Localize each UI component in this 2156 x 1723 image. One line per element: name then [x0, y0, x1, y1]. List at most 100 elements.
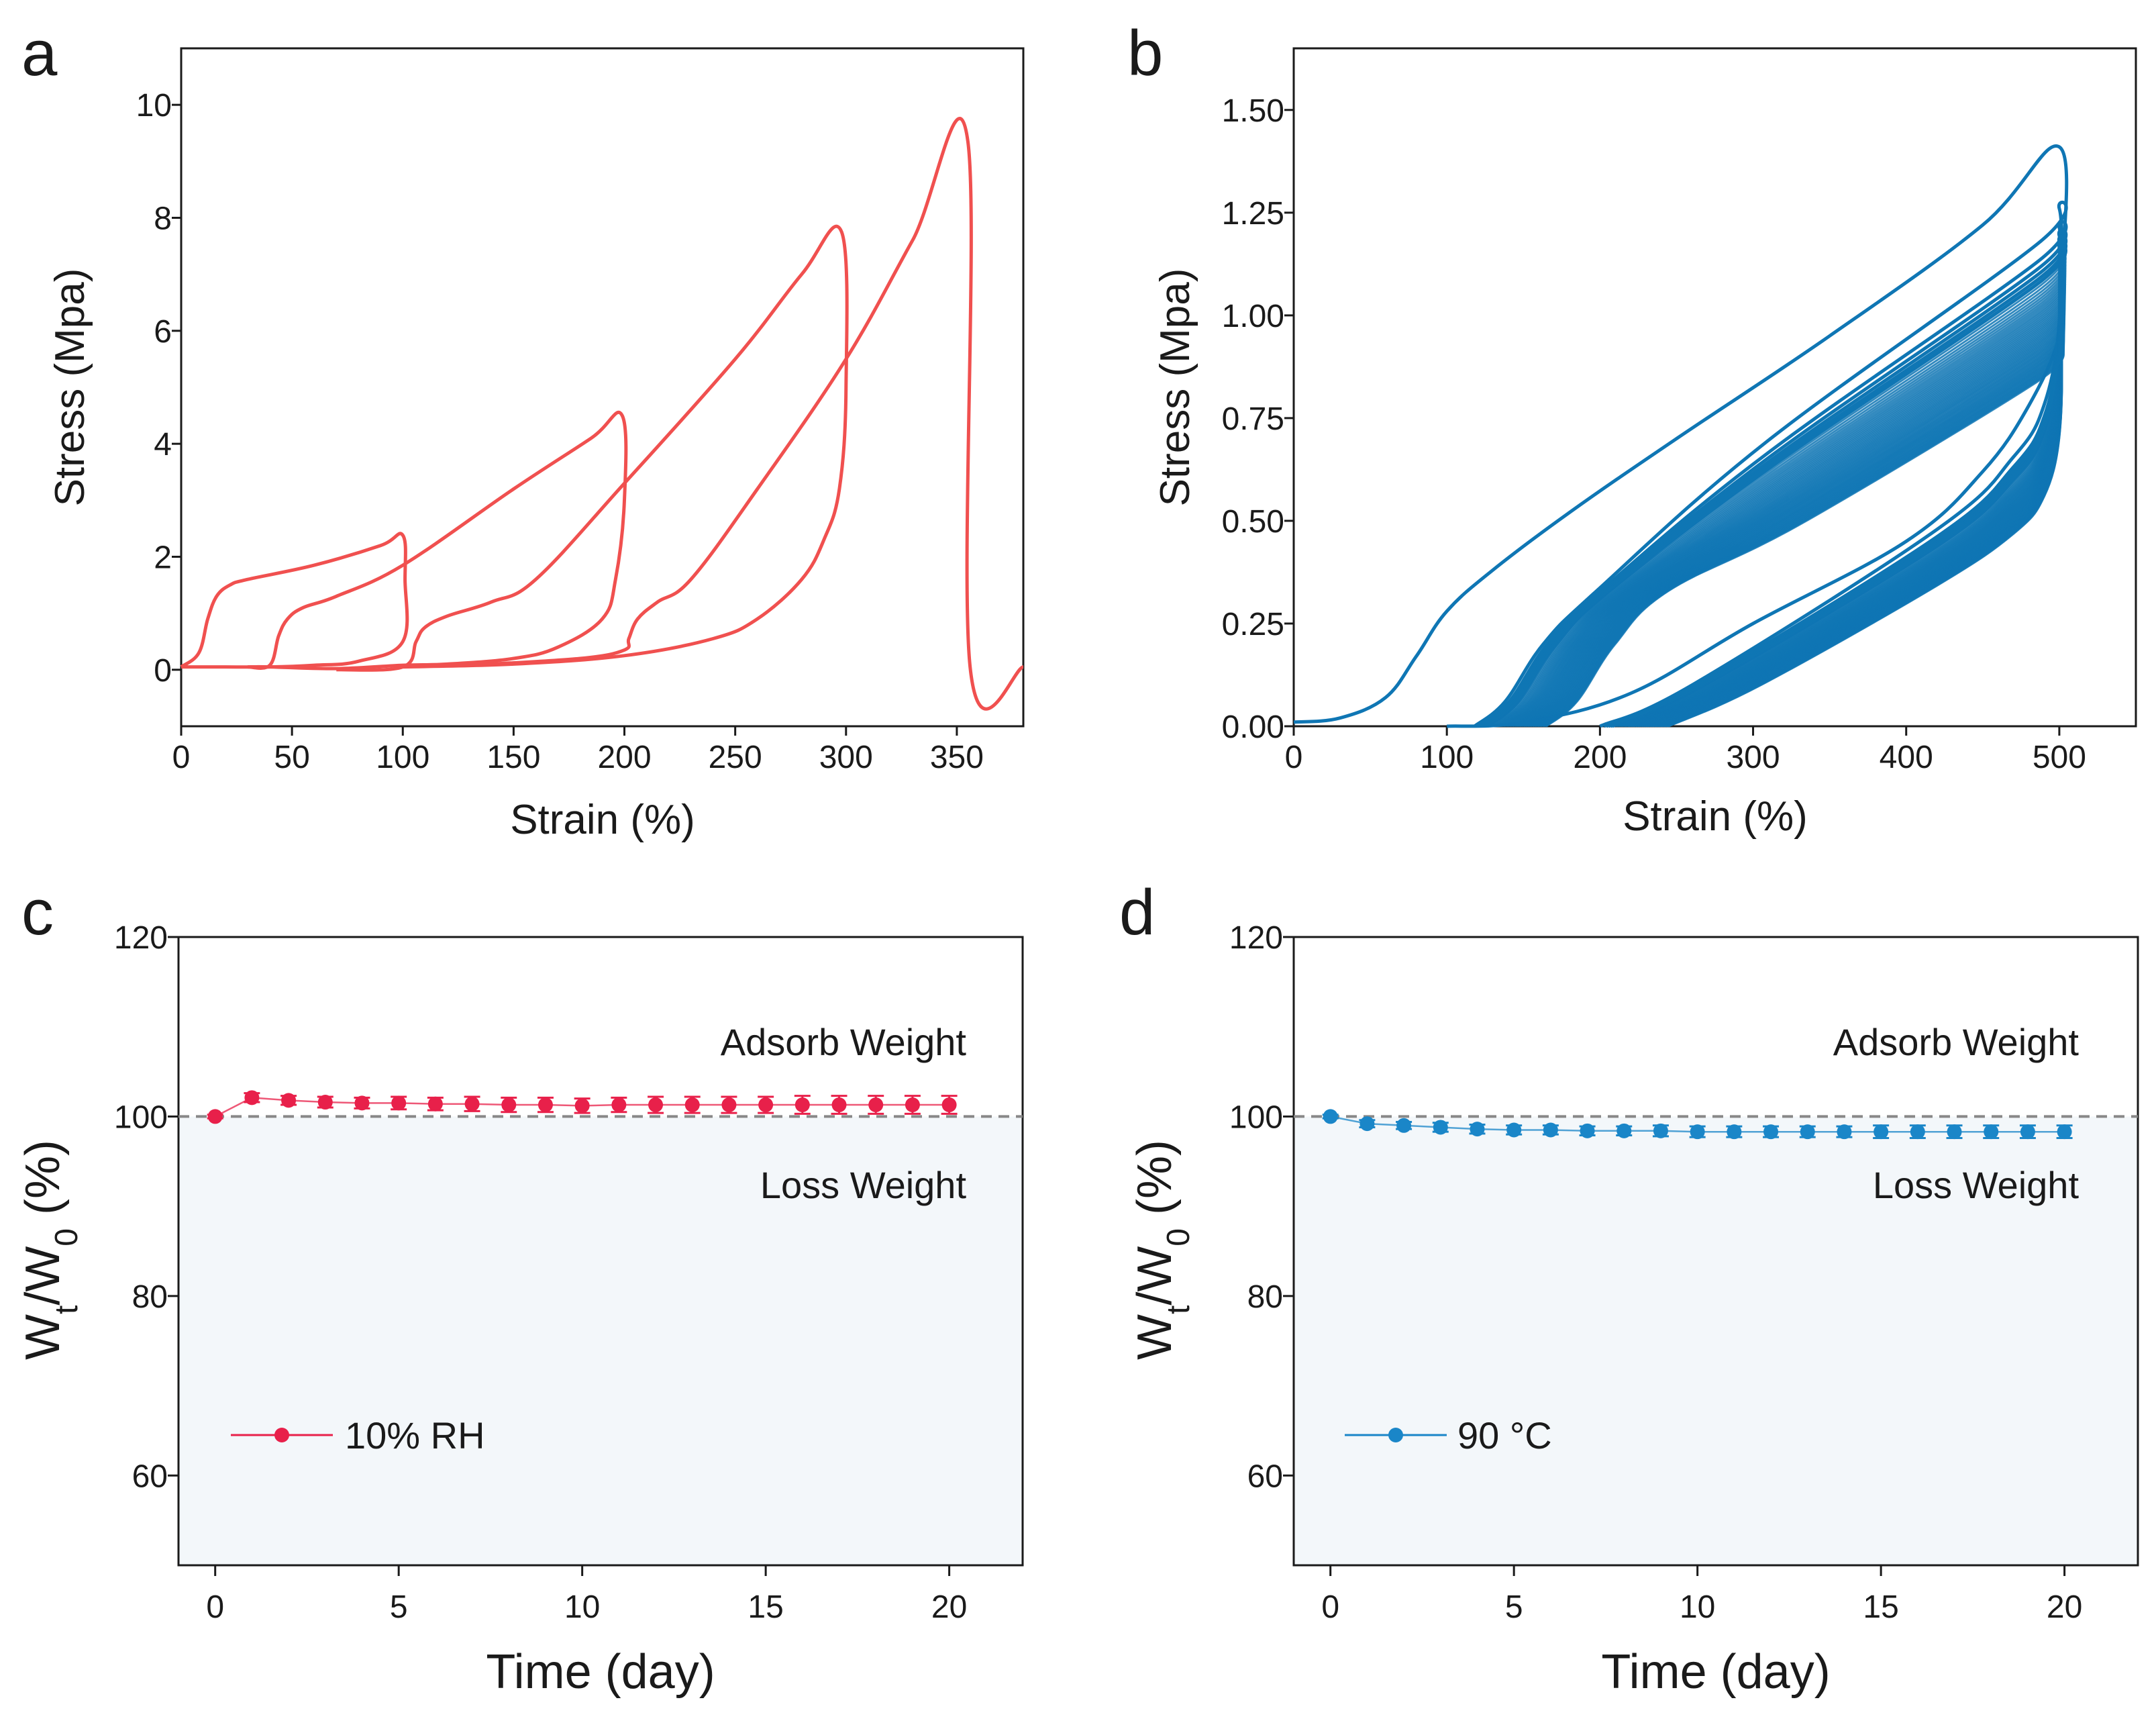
panel-a: a 0 50 100 150 200 250 300 350 0 2 4 6 8 10 Strain (%… [21, 17, 1025, 843]
panel-c-data-point [721, 1097, 737, 1113]
panel-a-cycle-1 [180, 532, 409, 669]
panel-b-x-tick-label: 500 [2033, 740, 2086, 775]
panel-a-y-tick-label: 0 [154, 653, 172, 689]
panel-b-x-tick-label: 400 [1880, 740, 1933, 775]
panel-c-x-axis-label: Time (day) [486, 1645, 715, 1699]
panel-c-series [207, 1090, 958, 1124]
panel-c-data-point [537, 1097, 553, 1113]
panel-b-first-cycle [1293, 144, 2069, 728]
panel-c-data-point [574, 1098, 590, 1114]
panel-d-y-tick-label: 120 [1229, 920, 1283, 956]
panel-c-legend-label: 10% RH [345, 1414, 485, 1457]
panel-d-y-tick-label: 100 [1229, 1099, 1283, 1135]
panel-b-y-tick-label: 1.50 [1222, 93, 1284, 129]
panel-c-data-point [501, 1097, 517, 1113]
panel-d-series [1322, 1109, 2073, 1140]
panel-b-x-tick-label: 0 [1285, 740, 1303, 775]
panel-d-x-tick-label: 5 [1505, 1589, 1523, 1625]
panel-c: c 0 5 10 15 20 60 80 100 120 Adsorb Weight Loss … [16, 877, 1024, 1699]
panel-c-data-point [427, 1096, 443, 1112]
panel-d-data-point [1543, 1122, 1558, 1138]
panel-c-data-point [611, 1097, 627, 1113]
panel-d-data-point [1727, 1124, 1742, 1140]
panel-a-x-tick-label: 300 [819, 740, 873, 775]
panel-d: d 0 5 10 15 20 60 80 100 120 Adsorb Weight Loss … [1119, 877, 2139, 1699]
panel-d-x-axis-label: Time (day) [1601, 1645, 1830, 1699]
panel-c-ticks: 0 5 10 15 20 60 80 100 120 [114, 920, 967, 1625]
panel-a-plot-frame [180, 47, 1025, 728]
panel-d-x-tick-label: 15 [1863, 1589, 1898, 1625]
panel-b-y-axis-label: Stress (Mpa) [1152, 268, 1198, 507]
panel-c-plot-frame [177, 936, 1024, 1567]
panel-c-x-tick-label: 20 [931, 1589, 967, 1625]
panel-b: b 0 100 200 300 400 500 0.00 0.25 0.50 0.75 1.00 1.… [1127, 17, 2137, 840]
panel-b-ticks: 0 100 200 300 400 500 0.00 0.25 0.50 0.75 1.00 1.25… [1222, 93, 2086, 775]
panel-c-data-point [794, 1097, 810, 1113]
panel-d-data-point [1580, 1123, 1595, 1138]
panel-d-x-tick-label: 10 [1680, 1589, 1715, 1625]
panel-d-y-tick-label: 80 [1247, 1279, 1283, 1315]
panel-a-x-axis-label: Strain (%) [510, 797, 695, 843]
panel-a-ticks: 0 50 100 150 200 250 300 350 0 2 4 6 8 10 [136, 88, 984, 775]
panel-c-data-point [317, 1095, 333, 1110]
panel-d-data-point [1910, 1124, 1925, 1140]
panel-b-cycle [1545, 351, 2065, 728]
panel-c-data-point [831, 1097, 847, 1113]
panel-c-data-point [941, 1097, 957, 1113]
panel-a-label: a [21, 17, 58, 89]
panel-c-loss-annotation: Loss Weight [760, 1164, 967, 1206]
panel-d-data-point [1984, 1124, 1999, 1140]
panel-d-plot-frame [1292, 936, 2139, 1567]
panel-c-x-tick-label: 0 [206, 1589, 224, 1625]
panel-a-x-tick-label: 200 [597, 740, 651, 775]
panel-c-adsorb-annotation: Adsorb Weight [721, 1021, 967, 1063]
panel-a-y-tick-label: 8 [154, 201, 172, 237]
panel-d-data-point [1323, 1109, 1338, 1124]
panel-a-y-tick-label: 10 [136, 88, 172, 124]
panel-a-x-tick-label: 350 [930, 740, 984, 775]
panel-b-cycle [1473, 200, 2068, 728]
panel-d-legend-label: 90 °C [1457, 1414, 1552, 1457]
panel-c-data-point [905, 1097, 920, 1113]
panel-c-x-tick-label: 10 [564, 1589, 600, 1625]
panel-a-cycle-2 [247, 410, 628, 671]
panel-a-cycle-4 [469, 117, 1025, 711]
panel-d-data-point [1433, 1120, 1448, 1135]
panel-d-x-tick-label: 0 [1321, 1589, 1339, 1625]
panel-c-data-point [391, 1095, 407, 1111]
panel-a-x-tick-label: 0 [172, 740, 191, 775]
panel-d-data-point [2057, 1124, 2072, 1140]
panel-b-label: b [1127, 17, 1163, 89]
panel-c-x-tick-label: 5 [390, 1589, 408, 1625]
panel-b-x-axis-label: Strain (%) [1623, 793, 1808, 840]
panel-d-data-point [1616, 1123, 1632, 1138]
panel-d-legend-marker [1388, 1428, 1403, 1442]
panel-a-y-tick-label: 6 [154, 314, 172, 350]
panel-d-loss-region [1294, 1116, 2138, 1565]
panel-b-x-tick-label: 200 [1573, 740, 1627, 775]
panel-c-loss-region [178, 1116, 1023, 1565]
panel-d-data-point [1947, 1124, 1962, 1140]
panel-d-y-tick-label: 60 [1247, 1459, 1283, 1494]
panel-c-data-point [354, 1095, 370, 1111]
panel-a-x-tick-label: 50 [274, 740, 309, 775]
panel-a-cycle-3 [336, 224, 849, 672]
panel-d-x-tick-label: 20 [2047, 1589, 2082, 1625]
panel-c-data-point [868, 1097, 884, 1113]
panel-b-x-tick-label: 300 [1726, 740, 1780, 775]
panel-d-data-point [1873, 1124, 1889, 1140]
panel-c-y-axis-label: Wt/W0 (%) [16, 1140, 85, 1360]
panel-d-y-axis-label: Wt/W0 (%) [1128, 1140, 1196, 1360]
panel-a-x-tick-label: 250 [709, 740, 762, 775]
panel-c-y-tick-label: 60 [132, 1459, 168, 1494]
panel-d-loss-annotation: Loss Weight [1873, 1164, 2080, 1206]
panel-b-x-tick-label: 100 [1420, 740, 1474, 775]
panel-c-label: c [21, 877, 54, 948]
panel-a-curves [180, 117, 1025, 711]
panel-a-y-tick-label: 2 [154, 540, 172, 576]
panel-c-data-point [281, 1093, 297, 1108]
panel-c-y-tick-label: 100 [114, 1099, 168, 1135]
panel-c-x-tick-label: 15 [748, 1589, 783, 1625]
panel-d-data-point [1396, 1118, 1412, 1133]
